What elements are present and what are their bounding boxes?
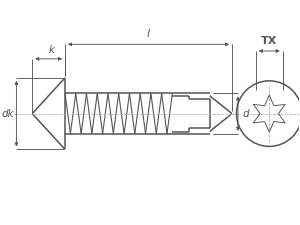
Text: TX: TX	[261, 36, 278, 46]
Text: l: l	[147, 29, 150, 39]
Text: k: k	[49, 45, 55, 55]
Text: d: d	[242, 109, 249, 119]
Text: dk: dk	[2, 109, 14, 119]
